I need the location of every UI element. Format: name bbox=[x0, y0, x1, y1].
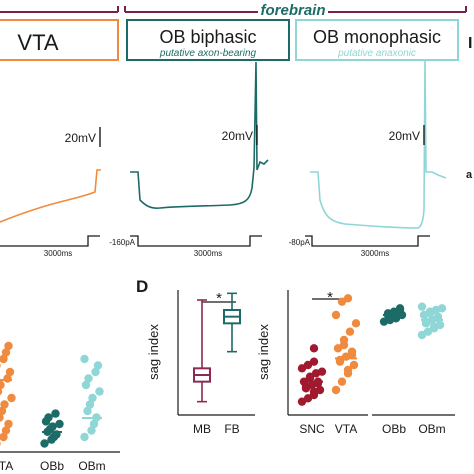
bottom-left-point-ta bbox=[0, 363, 1, 368]
bottom-left-point-obm bbox=[80, 432, 89, 442]
bottom-left-point-obb bbox=[40, 439, 49, 448]
obb-scale-label: 20mV bbox=[222, 129, 253, 143]
scatter-point-snc bbox=[315, 385, 325, 395]
scatter-point-vta bbox=[331, 385, 341, 395]
obm-current-label: -80pA bbox=[289, 238, 311, 247]
scatter-point-obm bbox=[417, 302, 427, 311]
scatter-significance-star: * bbox=[327, 289, 333, 306]
scatter-x-label-snc: SNC bbox=[299, 422, 325, 436]
obm-voltage-trace bbox=[310, 59, 447, 229]
obb-title: OB biphasic bbox=[159, 27, 256, 47]
bottom-left-point-ta bbox=[0, 380, 5, 390]
panel-letter-edge-mid: a bbox=[466, 169, 473, 181]
bottom-left-point-obb bbox=[44, 413, 53, 422]
bottom-left-x-label-obb: OBb bbox=[40, 459, 64, 473]
scatter-x-label-obb: OBb bbox=[382, 422, 406, 436]
vta-current-step bbox=[0, 235, 100, 247]
scatter-sag-index: sag index * SNC VTA OBb OBm bbox=[256, 289, 455, 436]
boxplot-y-label: sag index bbox=[146, 324, 161, 380]
bottom-left-point-ta bbox=[0, 413, 4, 422]
scatter-point-obb bbox=[395, 304, 405, 313]
obb-current-step bbox=[130, 235, 262, 247]
bottom-left-point-ta bbox=[0, 406, 7, 416]
panel-d-letter: D bbox=[136, 277, 148, 296]
boxplot-x-label-mb: MB bbox=[193, 422, 211, 436]
obb-subtitle: putative axon-bearing bbox=[159, 48, 257, 59]
bottom-left-point-obm bbox=[80, 354, 89, 364]
obb-voltage-trace bbox=[130, 61, 269, 209]
boxplot-x-label-fb: FB bbox=[224, 422, 239, 436]
obm-subtitle: putative anaxonic bbox=[337, 48, 416, 59]
bottom-left-point-ta bbox=[0, 432, 8, 442]
boxplot-significance-star: * bbox=[216, 290, 222, 307]
scatter-point-obm bbox=[437, 304, 447, 313]
bottom-left-point-obm bbox=[91, 367, 100, 377]
bottom-left-point-ta bbox=[0, 387, 3, 396]
bottom-left-x-label-obm: OBm bbox=[78, 459, 105, 473]
obb-time-label: 3000ms bbox=[194, 249, 222, 258]
scatter-bottom-left: TA OBb OBm bbox=[0, 341, 120, 473]
bottom-left-point-ta bbox=[0, 400, 9, 409]
bottom-left-point-ta bbox=[4, 419, 13, 429]
scatter-point-vta bbox=[345, 327, 355, 336]
scatter-point-snc bbox=[309, 357, 319, 366]
obm-title-box bbox=[295, 19, 459, 61]
bottom-left-point-obm bbox=[95, 387, 104, 396]
obm-time-label: 3000ms bbox=[361, 249, 389, 258]
bottom-left-point-ta bbox=[5, 367, 15, 377]
bottom-left-point-obm bbox=[93, 361, 103, 370]
scatter-point-vta bbox=[337, 377, 347, 386]
obb-current-label: -160pA bbox=[109, 238, 135, 247]
scatter-point-vta bbox=[343, 294, 353, 303]
vta-title-box bbox=[0, 19, 119, 61]
bottom-left-point-obb bbox=[51, 409, 60, 418]
obm-scale-label: 20mV bbox=[389, 129, 420, 143]
obb-title-box bbox=[126, 19, 290, 61]
vta-time-label: 3000ms bbox=[44, 249, 72, 258]
scatter-point-obm bbox=[435, 320, 445, 330]
scatter-point-vta bbox=[331, 310, 341, 320]
scatter-point-vta bbox=[347, 347, 357, 356]
bottom-left-point-obb bbox=[48, 422, 57, 431]
bottom-left-point-obm bbox=[87, 426, 96, 435]
bottom-left-point-obm bbox=[88, 393, 97, 403]
scatter-x-label-vta: VTA bbox=[335, 422, 357, 436]
scatter-point-vta bbox=[343, 365, 353, 375]
obm-title: OB monophasic bbox=[313, 27, 441, 47]
bottom-left-point-obm bbox=[81, 380, 91, 390]
bottom-left-x-label-ta: TA bbox=[0, 459, 13, 473]
vta-scale-label: 20mV bbox=[65, 131, 96, 145]
bottom-left-point-ta bbox=[1, 426, 11, 435]
scatter-point-vta bbox=[349, 360, 359, 370]
bottom-left-point-obb bbox=[55, 419, 64, 429]
scatter-point-snc bbox=[309, 344, 319, 353]
scatter-point-vta bbox=[339, 335, 349, 345]
bottom-left-point-ta bbox=[0, 441, 1, 446]
bottom-left-point-ta bbox=[0, 354, 8, 364]
bottom-left-point-obm bbox=[89, 419, 99, 429]
bottom-left-point-obm bbox=[84, 374, 93, 383]
boxplot-mb-fb: sag index * MB FB bbox=[146, 290, 255, 436]
forebrain-label: forebrain bbox=[260, 2, 325, 19]
bottom-left-point-ta bbox=[7, 393, 16, 403]
obm-current-step bbox=[305, 235, 430, 247]
scatter-y-label: sag index bbox=[256, 324, 271, 380]
scatter-point-obm bbox=[433, 312, 443, 321]
vta-title: VTA bbox=[17, 30, 58, 55]
vta-voltage-trace bbox=[0, 169, 101, 223]
scatter-point-vta bbox=[351, 319, 361, 328]
forebrain-label-bg bbox=[258, 2, 328, 18]
panel-letter-edge-top: I bbox=[468, 35, 472, 52]
scatter-point-snc bbox=[317, 367, 327, 376]
bottom-left-point-ta bbox=[4, 341, 13, 351]
bottom-left-point-ta bbox=[1, 348, 11, 357]
scatter-x-label-obm: OBm bbox=[418, 422, 445, 436]
bottom-left-point-obm bbox=[85, 400, 95, 409]
bottom-left-point-obm bbox=[83, 406, 92, 416]
